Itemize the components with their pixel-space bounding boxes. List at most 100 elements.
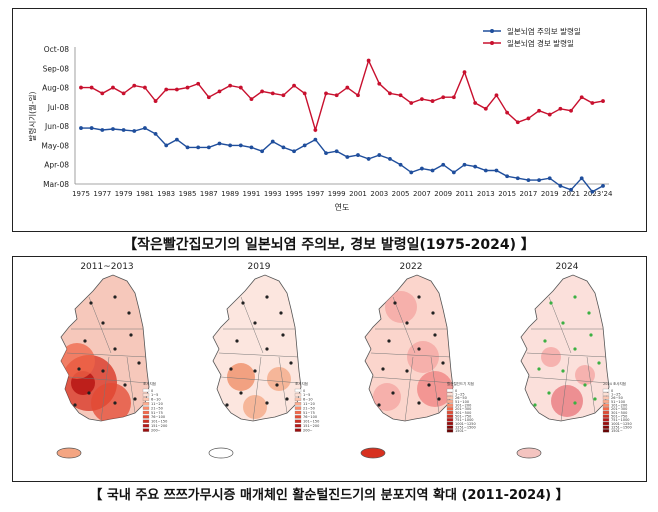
legend-item-label: 26~50 [455,396,467,400]
legend-swatch [602,392,610,396]
series-0-point [153,131,158,136]
series-1-point [281,93,286,98]
series-0-point [174,137,179,142]
survey-site [543,339,547,343]
legend-swatch [294,419,302,423]
legend-item-label: 151~200 [303,424,319,428]
legend-item-label: 21~50 [151,406,163,410]
legend-item-label: 51~75 [303,411,315,415]
province-border [528,376,609,384]
series-1-point [569,108,573,113]
x-tick-label: 2011 [456,190,474,198]
survey-site [431,311,435,315]
legend-swatch [142,424,150,428]
map-legend-title: 2024 조사지점 [603,381,626,386]
series-1-point [121,91,126,96]
series-1-point [601,99,605,103]
survey-site [113,295,117,299]
hotspot [91,383,131,421]
x-tick-label: 1977 [93,190,111,198]
map-legend-title: 활순털진드기 지점 [447,381,474,386]
legend-item-label: 301~500 [611,411,627,415]
series-0-point [334,149,339,154]
y-tick-label: Aug-08 [42,84,69,93]
series-1-point [334,93,339,98]
legend-swatch [446,429,454,433]
hotspot [267,367,291,391]
survey-site [547,391,551,395]
series-0-point [505,174,510,179]
series-0-point [111,127,115,131]
series-0-point [473,164,478,169]
legend-label-1: 일본뇌염 경보 발령일 [507,38,574,48]
legend-swatch [446,421,454,426]
map-legend: 활순털진드기 지점 01~2526~5051~100101~200201~3003… [446,381,476,433]
legend-swatch [142,419,150,423]
x-tick-label: 1999 [328,190,346,198]
survey-site [427,383,431,387]
x-tick-label: 2001 [349,190,367,198]
legend-swatch [446,410,454,415]
legend-item-label: 1251~1500 [611,425,632,429]
x-tick-label: 1975 [72,190,90,198]
legend-swatch [142,393,150,397]
x-tick-label: 1987 [200,190,218,198]
maps-caption: 【 국내 주요 쯔쯔가무시증 매개체인 활순털진드기의 분포지역 확대 (201… [89,488,569,503]
survey-site [405,321,409,325]
legend-item-label: 1251~1500 [455,425,476,429]
map-3: 2024 2024 조사지점 01~2526~5051~100101~200201~… [516,262,632,459]
series-1-point [164,87,169,92]
x-tick-label: '24 [602,190,613,198]
series-0-point [292,149,296,154]
x-tick-label: 2019 [541,190,559,198]
legend-item-label: 76~100 [151,415,165,419]
legend-swatch [294,402,302,406]
series-0-point [164,143,169,148]
survey-site [573,347,577,351]
series-1-point [206,95,211,100]
survey-site [113,347,117,351]
legend-item-label: 201~300 [611,407,627,411]
legend-swatch [602,410,610,415]
series-1-point [547,112,552,117]
survey-site [393,301,397,305]
jeju-island [360,447,386,459]
survey-site [123,383,127,387]
jeju-island [516,447,542,459]
survey-site [589,333,593,337]
province-border [372,376,453,384]
legend-swatch [446,418,454,422]
series-1-point [302,91,307,96]
survey-site [129,333,133,337]
series-1-point [228,83,233,88]
survey-site [241,301,245,305]
legend-item-label: 0 [611,389,613,393]
x-tick-label: 2007 [413,190,431,198]
x-tick-label: 2023 [583,190,601,198]
series-0-point [526,178,531,183]
legend-swatch [446,388,454,393]
survey-site [281,333,285,337]
series-1-point [356,93,360,98]
legend-item-label: 751~1000 [455,418,474,422]
series-1-point [292,83,296,88]
legend-swatch [446,392,454,396]
hotspot [227,363,255,391]
legend-item-label: 1001~1250 [455,422,476,426]
series-1-point [196,81,201,86]
chart-caption: 【작은빨간집모기의 일본뇌염 주의보, 경보 발령일(1975-2024) 】 [123,237,535,253]
hotspot [541,347,561,367]
legend-swatch [446,414,454,418]
map-legend: 2024 조사지점 01~2526~5051~100101~200201~3003… [602,381,632,433]
survey-site [265,295,269,299]
survey-site [265,401,269,405]
legend-item-label: 200~ [303,428,313,432]
province-border [66,352,148,358]
series-0-point [100,128,105,132]
survey-site [239,391,243,395]
series-0-point [441,162,446,167]
legend-swatch [294,415,302,419]
province-border [548,296,572,354]
series-1-point [494,93,499,98]
series-0-point [366,157,371,161]
